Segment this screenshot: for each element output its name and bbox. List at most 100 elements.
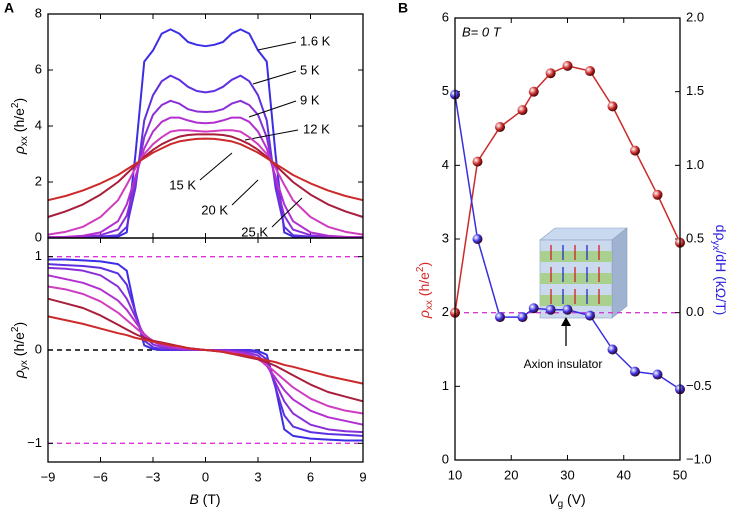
axis-label-part: yx [19, 360, 30, 370]
y2-tick-label: 1.5 [686, 83, 704, 98]
plot-frame [454, 17, 681, 461]
axis-label-part: xx [19, 136, 30, 146]
y-tick-label: 2 [442, 304, 449, 319]
y2-tick-label: −1.0 [686, 451, 712, 466]
x-tick-label: −6 [93, 469, 108, 484]
axis-label-part: ρ [11, 370, 27, 379]
y2-tick-label: −0.5 [686, 378, 712, 393]
axis-label-part: ρ [11, 146, 27, 155]
annotation: B= 0 T [462, 24, 502, 39]
inset-cube [539, 227, 628, 319]
series-line [47, 99, 364, 239]
axis-label: ρyx (h/e2) [10, 322, 30, 379]
label-leader [244, 129, 299, 141]
axis-label-part: 2 [10, 102, 21, 108]
data-point [630, 145, 640, 156]
series-line [48, 74, 363, 239]
axis-label: Vg (V) [548, 491, 585, 510]
data-point [517, 312, 528, 323]
data-point [495, 312, 505, 323]
axis-label-part: xx [424, 300, 435, 310]
data-point [517, 105, 528, 116]
plot-frame [47, 237, 364, 463]
legend-label: 1.6 K [300, 33, 331, 48]
axis-label-part: dρ [713, 225, 729, 241]
label-leader [252, 70, 297, 85]
data-point [607, 344, 618, 355]
axis-label-part: (h/e [416, 272, 432, 300]
legend-label: 5 K [300, 62, 320, 77]
y-tick-label: 0 [35, 341, 42, 356]
legend-label: 12 K [303, 121, 330, 136]
series-line [47, 129, 364, 236]
axis-label: ρxx (h/e2) [415, 262, 435, 319]
data-point [585, 66, 595, 77]
series-line [48, 28, 363, 239]
y-tick-label: 6 [442, 9, 449, 24]
series-line [47, 133, 364, 218]
y-tick-label: 1 [35, 248, 42, 263]
annotation-arrow-head [561, 317, 571, 326]
panel-label: A [4, 0, 14, 16]
label-leader [271, 197, 303, 228]
data-point [472, 156, 483, 167]
axis-label-part: ρ [416, 310, 432, 319]
x-tick-label: 10 [448, 467, 462, 482]
y-tick-label: 6 [35, 61, 42, 76]
axis-label: ρxx (h/e2) [10, 98, 30, 155]
x-tick-label: −9 [41, 469, 56, 484]
data-point [607, 101, 618, 112]
data-point [562, 304, 573, 315]
series-line [47, 315, 364, 385]
y-tick-label: 4 [442, 157, 449, 172]
y-tick-label: 3 [442, 230, 449, 245]
y-tick-label: −1 [27, 435, 42, 450]
axis-label-part: 2 [10, 326, 21, 332]
axis-label-part: V [548, 491, 559, 507]
data-point [528, 86, 539, 97]
legend-label: 20 K [201, 202, 228, 217]
data-point [472, 234, 483, 244]
legend-label: 25 K [241, 224, 268, 239]
y-tick-label: 1 [442, 378, 449, 393]
label-leader [257, 41, 297, 51]
y-tick-label: 5 [442, 83, 449, 98]
series-line [454, 65, 681, 313]
axis-label-part: B [189, 491, 198, 507]
series-line [47, 116, 364, 239]
axis-label-part: ) [416, 262, 432, 267]
y2-tick-label: 2.0 [686, 9, 704, 24]
axis-label-part: yx [710, 240, 721, 250]
data-point [652, 189, 663, 200]
x-tick-label: 20 [504, 467, 518, 482]
axis-label-part: (h/e [11, 332, 27, 360]
axis-label-part: 2 [415, 266, 426, 272]
axis-label-part: /dH (kΩ/T) [713, 250, 729, 315]
y-tick-label: 0 [35, 229, 42, 244]
panel-label: B [398, 0, 408, 16]
x-tick-label: 0 [202, 469, 209, 484]
axis-label: dρyx/dH (kΩ/T) [710, 225, 729, 316]
data-point [652, 369, 663, 380]
x-tick-label: 50 [673, 467, 687, 482]
label-leader [248, 100, 297, 118]
y-tick-label: 0 [442, 451, 449, 466]
y2-tick-label: 1.0 [686, 157, 704, 172]
data-point [545, 304, 556, 315]
axis-label-part: (h/e [11, 108, 27, 136]
legend-label: 9 K [300, 92, 320, 107]
data-point [528, 303, 539, 314]
data-point [585, 310, 595, 321]
x-tick-label: 40 [617, 467, 631, 482]
label-leader [199, 152, 233, 181]
x-tick-label: −3 [146, 469, 161, 484]
data-point [562, 60, 573, 71]
data-point [545, 68, 556, 79]
x-tick-label: 6 [307, 469, 314, 484]
y-tick-label: 2 [35, 173, 42, 188]
data-point [495, 122, 505, 133]
axis-label-part: (V) [563, 491, 586, 507]
y2-tick-label: 0.5 [686, 230, 704, 245]
axis-label: B (T) [189, 491, 220, 507]
